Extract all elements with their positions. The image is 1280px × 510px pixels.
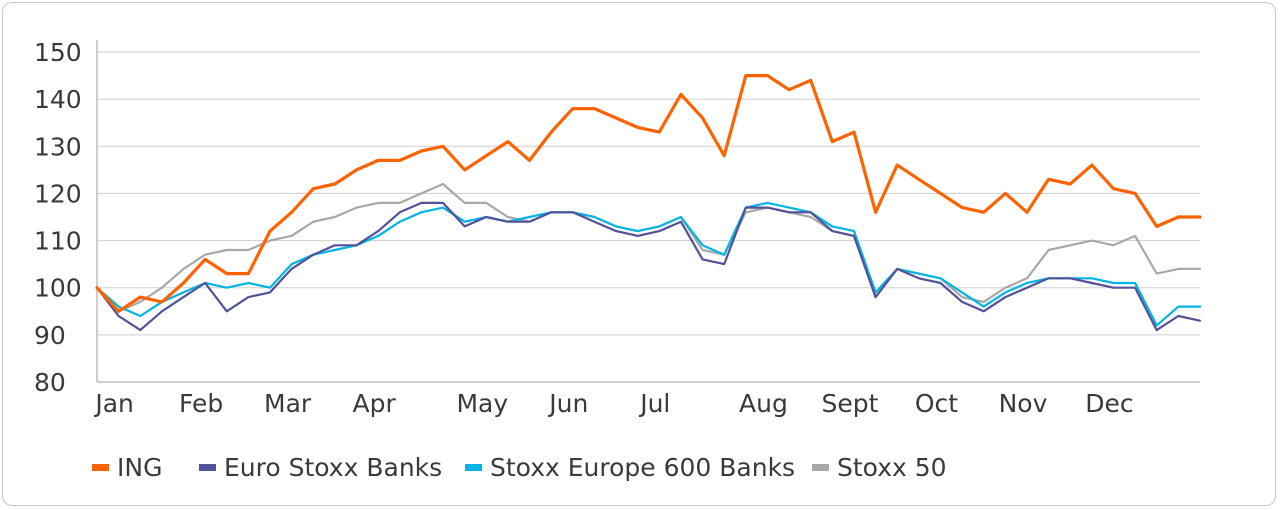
y-tick-label: 150 [34,38,82,67]
x-tick-label: Sept [821,389,878,418]
series-line-stoxx-europe-600-banks [95,201,1202,327]
y-tick-label: 120 [34,179,82,208]
x-tick-label: Dec [1085,389,1133,418]
x-tick-label: May [456,389,508,418]
x-tick-label: Aug [739,389,788,418]
y-tick-label: 140 [34,85,82,114]
legend-swatch [812,464,829,471]
legend-label: ING [117,453,162,482]
x-axis: Jan Feb Mar Apr May Jun Jul Aug Sept Oct Nov Dec [93,381,1200,418]
y-tick-label: 130 [34,132,82,161]
legend-swatch [465,464,482,471]
legend-swatch [92,464,109,471]
y-tick-label: 100 [34,274,82,303]
x-tick-label: Jul [638,389,670,418]
x-tick-label: Oct [915,389,958,418]
x-tick-label: Jan [93,389,134,418]
series-line-ing [95,73,1202,313]
x-tick-label: Mar [264,389,312,418]
x-tick-label: Apr [353,389,397,418]
y-tick-label: 80 [34,368,66,397]
legend: ING Euro Stoxx Banks Stoxx Europe 600 Bank… [92,453,947,482]
legend-label: Euro Stoxx Banks [224,453,442,482]
x-tick-label: Jun [547,389,588,418]
legend-label: Stoxx 50 [837,453,947,482]
legend-swatch [199,464,216,471]
gridlines [97,51,1200,336]
legend-label: Stoxx Europe 600 Banks [490,453,795,482]
series-lines [95,73,1202,332]
y-axis: 80 90 100 110 120 130 140 150 [34,38,98,397]
x-tick-label: Nov [999,389,1048,418]
y-tick-label: 90 [34,321,66,350]
series-line-euro-stoxx-banks [95,201,1202,332]
y-tick-label: 110 [34,227,82,256]
x-tick-label: Feb [179,389,223,418]
